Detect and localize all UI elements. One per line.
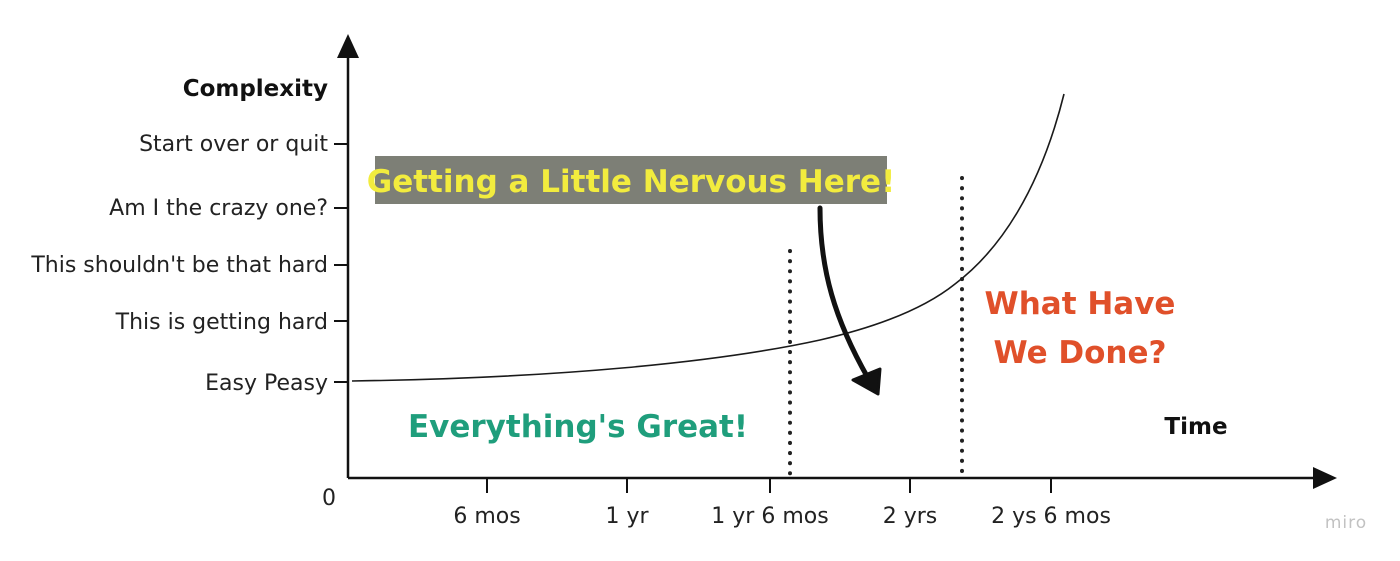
everything-great-label: Everything's Great! — [408, 409, 748, 445]
y-axis-title: Complexity — [183, 76, 328, 102]
x-tick-label: 1 yr 6 mos — [711, 504, 828, 529]
miro-watermark: miro — [1325, 513, 1367, 533]
nervous-arrowhead-icon — [851, 367, 882, 396]
origin-label: 0 — [322, 486, 336, 511]
y-level-label: Start over or quit — [139, 132, 328, 157]
x-tick-label: 2 ys 6 mos — [991, 504, 1111, 529]
y-level-label: Easy Peasy — [205, 371, 328, 396]
y-level-label: This is getting hard — [115, 310, 328, 335]
x-axis-title: Time — [1164, 414, 1227, 440]
x-tick-label: 2 yrs — [883, 504, 938, 529]
nervous-banner-text: Getting a Little Nervous Here! — [367, 164, 895, 200]
nervous-arrow — [817, 205, 871, 381]
complexity-curve — [351, 93, 1065, 382]
y-level-label: This shouldn't be that hard — [30, 253, 328, 278]
x-ticks: 6 mos 1 yr 1 yr 6 mos 2 yrs 2 ys 6 mos — [453, 478, 1111, 529]
x-tick-label: 1 yr — [605, 504, 649, 529]
x-axis-arrowhead — [1313, 467, 1337, 489]
what-have-we-done-line1: What Have — [985, 286, 1176, 322]
y-levels: Easy Peasy This is getting hard This sho… — [30, 132, 348, 396]
y-level-label: Am I the crazy one? — [109, 196, 328, 221]
y-axis-arrowhead — [337, 34, 359, 58]
x-tick-label: 6 mos — [453, 504, 520, 529]
nervous-banner-background — [375, 156, 887, 204]
what-have-we-done-line2: We Done? — [993, 335, 1166, 371]
